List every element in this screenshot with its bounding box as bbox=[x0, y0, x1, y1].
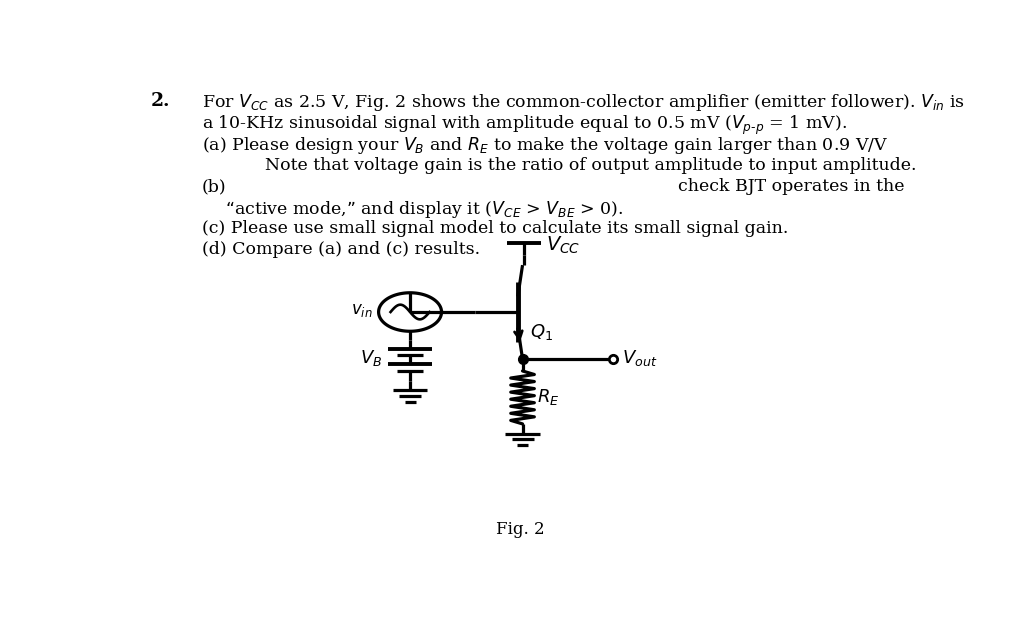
Text: (c) Please use small signal model to calculate its small signal gain.: (c) Please use small signal model to cal… bbox=[202, 221, 788, 238]
Text: $v_{in}$: $v_{in}$ bbox=[350, 302, 373, 319]
Text: $Q_1$: $Q_1$ bbox=[531, 322, 553, 342]
Text: a 10-KHz sinusoidal signal with amplitude equal to 0.5 mV ($V_{p\text{-}p}$ = 1 : a 10-KHz sinusoidal signal with amplitud… bbox=[202, 114, 847, 137]
Text: Note that voltage gain is the ratio of output amplitude to input amplitude.: Note that voltage gain is the ratio of o… bbox=[265, 157, 916, 174]
Text: “active mode,” and display it ($V_{CE}$ > $V_{BE}$ > 0).: “active mode,” and display it ($V_{CE}$ … bbox=[225, 199, 624, 220]
Text: Fig. 2: Fig. 2 bbox=[496, 521, 544, 538]
Text: $R_E$: $R_E$ bbox=[537, 388, 559, 408]
Text: (a) Please design your $V_B$ and $R_E$ to make the voltage gain larger than 0.9 : (a) Please design your $V_B$ and $R_E$ t… bbox=[202, 135, 888, 156]
Text: $V_{CC}$: $V_{CC}$ bbox=[546, 235, 581, 256]
Text: (d) Compare (a) and (c) results.: (d) Compare (a) and (c) results. bbox=[202, 241, 480, 258]
Text: 2.: 2. bbox=[150, 92, 170, 110]
Text: $V_B$: $V_B$ bbox=[360, 348, 383, 368]
Text: check BJT operates in the: check BJT operates in the bbox=[677, 179, 904, 196]
Text: (b): (b) bbox=[202, 179, 226, 196]
Text: For $V_{CC}$ as 2.5 V, Fig. 2 shows the common-collector amplifier (emitter foll: For $V_{CC}$ as 2.5 V, Fig. 2 shows the … bbox=[202, 92, 964, 113]
Text: $V_{out}$: $V_{out}$ bbox=[622, 348, 658, 368]
